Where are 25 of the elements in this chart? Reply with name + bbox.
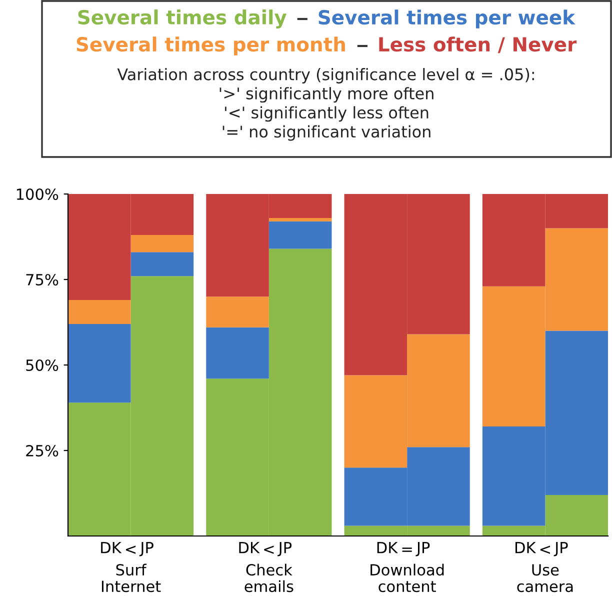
text: Surf Internet	[102, 564, 161, 592]
x-tick-label: JP	[139, 542, 154, 556]
x-tick-label: DK	[377, 542, 398, 554]
text: Several times per week	[318, 10, 576, 28]
text: Variation across country (significance level α = .05): '>' significantly more often '<' significantly less often '=' no significant variation	[117, 68, 534, 141]
y-tick-label: 75%	[26, 274, 58, 286]
x-tick-label: DK	[239, 542, 260, 554]
text: Check emails	[244, 564, 294, 592]
x-tick-label: JP	[278, 542, 292, 556]
text: Several times per month	[76, 36, 345, 56]
x-tick-label: JP	[416, 542, 430, 556]
y-tick-label: 25%	[26, 444, 58, 457]
text: Download content	[370, 564, 444, 592]
x-tick-label: DK	[101, 542, 122, 554]
x-tick-label: DK	[516, 542, 536, 554]
text: =	[402, 548, 412, 552]
text: Use camera	[517, 564, 573, 592]
y-tick-label: 50%	[26, 359, 58, 372]
text: Several times daily	[78, 10, 287, 28]
text: Less often / Never	[379, 36, 577, 54]
text: <	[540, 546, 550, 554]
x-tick-label: JP	[554, 542, 568, 556]
text: <	[264, 546, 274, 554]
text: <	[126, 546, 136, 554]
y-tick-label: 100%	[16, 188, 58, 200]
